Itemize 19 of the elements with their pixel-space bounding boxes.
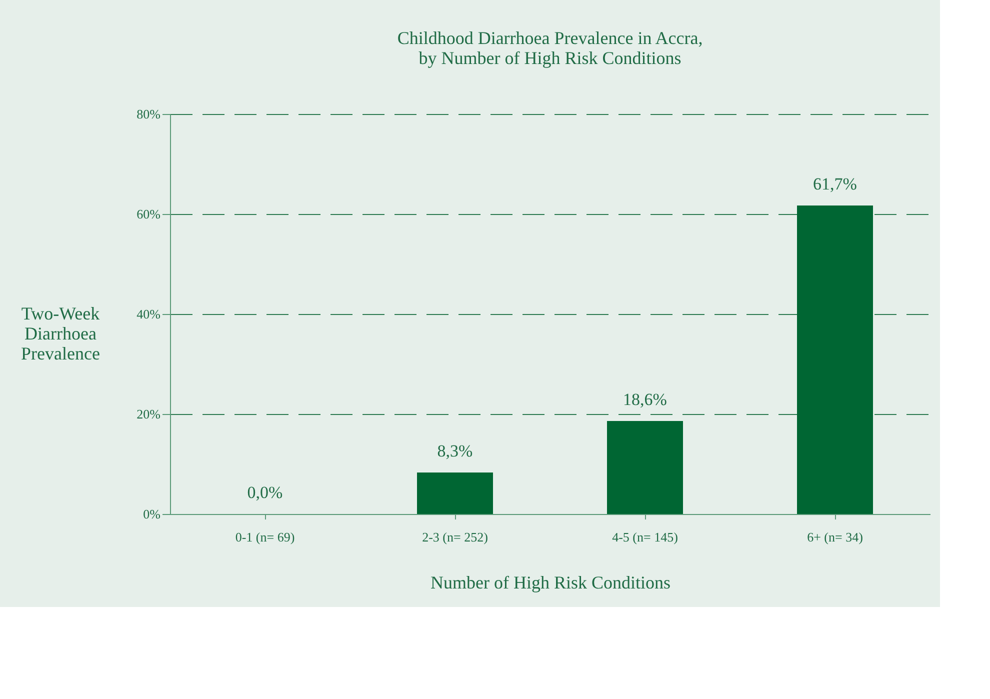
bar [417, 472, 493, 514]
chart-title: Childhood Diarrhoea Prevalence in Accra, by Number of High Risk Conditions [397, 28, 703, 68]
data-label: 18,6% [623, 390, 667, 409]
data-label: 0,0% [247, 483, 283, 502]
y-tick-label: 60% [136, 206, 161, 222]
y-tick-label: 80% [136, 106, 161, 122]
data-label: 61,7% [813, 174, 857, 194]
y-tick-label: 40% [136, 306, 161, 322]
bar [607, 421, 683, 514]
y-axis-title: Two-Week Diarrhoea Prevalence [21, 304, 100, 364]
x-tick-label: 4-5 (n= 145) [612, 530, 678, 544]
y-tick-label: 0% [143, 506, 161, 522]
bar [797, 206, 873, 514]
y-tick-label: 20% [136, 406, 161, 422]
x-tick-label: 2-3 (n= 252) [422, 530, 488, 544]
x-tick-label: 6+ (n= 34) [807, 530, 863, 544]
x-axis-title: Number of High Risk Conditions [430, 572, 671, 592]
data-label: 8,3% [437, 442, 473, 460]
x-tick-label: 0-1 (n= 69) [235, 530, 295, 544]
